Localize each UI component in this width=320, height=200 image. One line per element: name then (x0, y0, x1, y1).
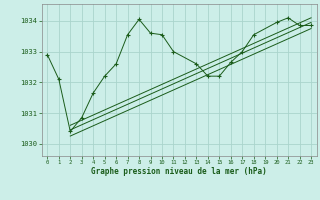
X-axis label: Graphe pression niveau de la mer (hPa): Graphe pression niveau de la mer (hPa) (91, 167, 267, 176)
